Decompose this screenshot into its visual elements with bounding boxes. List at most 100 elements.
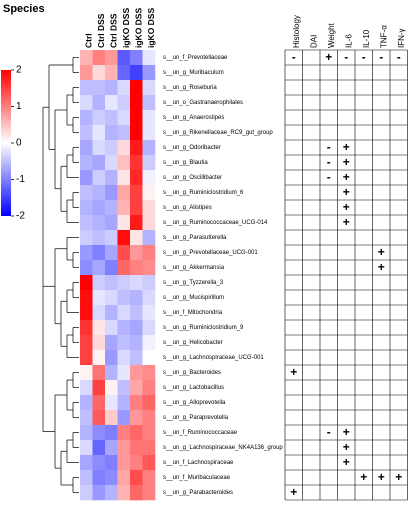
heatmap-cell [80, 140, 93, 156]
heatmap-cell [117, 230, 131, 246]
row-label: s__un_g_Akkermansia [163, 265, 225, 271]
heatmap-cell [117, 155, 131, 171]
heatmap-cell [117, 260, 131, 276]
table-cell: + [395, 470, 402, 484]
heatmap-cell [92, 365, 106, 381]
heatmap-cell [92, 185, 106, 201]
heatmap-cell [80, 410, 93, 426]
heatmap-cell [92, 455, 106, 471]
heatmap-cell [130, 170, 143, 186]
heatmap-cell [117, 80, 131, 96]
heatmap-cell [92, 335, 106, 351]
heatmap-cell [142, 95, 156, 111]
heatmap-cell [117, 275, 131, 291]
heatmap-cell [105, 185, 118, 201]
heatmap-cell [117, 305, 131, 321]
heatmap-cell [105, 470, 118, 486]
heatmap-cell [80, 455, 93, 471]
heatmap-cell [80, 335, 93, 351]
table-cell: - [327, 170, 331, 184]
chart-title: Species [3, 3, 45, 15]
table-cell: - [362, 50, 366, 64]
heatmap-cell [105, 200, 118, 216]
column-label: igKO DSS [146, 8, 156, 48]
heatmap-cell [117, 485, 131, 501]
heatmap-cell [80, 125, 93, 141]
colorbar-tick-label: 2 [16, 65, 22, 76]
heatmap-cell [92, 110, 106, 126]
row-label: s__un_g_Alloprevotella [163, 400, 226, 406]
heatmap-cell [80, 80, 93, 96]
row-label: s__un_g_Parasutterella [163, 235, 227, 241]
heatmap-cell [117, 65, 131, 81]
heatmap-cell [80, 200, 93, 216]
heatmap-cell [117, 455, 131, 471]
heatmap-cell [80, 185, 93, 201]
table-cell: + [343, 170, 350, 184]
heatmap-cell [105, 440, 118, 456]
row-label: s__un_g_Lactobacillus [163, 385, 224, 391]
heatmap-cell [117, 110, 131, 126]
table-cell: + [378, 470, 385, 484]
heatmap-cell [80, 230, 93, 246]
heatmap-cell [117, 170, 131, 186]
heatmap-cell [105, 110, 118, 126]
heatmap-cell [92, 320, 106, 336]
heatmap-cell [117, 470, 131, 486]
table-cell: - [397, 50, 401, 64]
heatmap-cell [130, 350, 143, 366]
heatmap-cell [92, 380, 106, 396]
heatmap-cell [130, 95, 143, 111]
row-label: s__un_g_Mucispirillum [163, 295, 224, 301]
table-header: IL-10 [362, 29, 371, 48]
heatmap-cell [80, 95, 93, 111]
heatmap-cell [142, 305, 156, 321]
heatmap-cell [142, 50, 156, 66]
heatmap-cell [80, 110, 93, 126]
table-cell: - [344, 50, 348, 64]
heatmap-cell [130, 230, 143, 246]
heatmap-cell [142, 200, 156, 216]
table-cell: + [343, 155, 350, 169]
heatmap-cell [105, 320, 118, 336]
heatmap-cell [105, 260, 118, 276]
row-label: s__un_g_Lachnospiraceae_NK4A136_group [163, 445, 283, 451]
heatmap-cell [105, 65, 118, 81]
table-header: Weight [327, 22, 336, 48]
heatmap-cell [117, 125, 131, 141]
heatmap-cell [80, 155, 93, 171]
heatmap-cell [92, 50, 106, 66]
table-header: IFN-γ [397, 28, 406, 48]
heatmap-cell [130, 365, 143, 381]
heatmap-cell [142, 125, 156, 141]
heatmap-cell [142, 320, 156, 336]
heatmap-cell [80, 305, 93, 321]
heatmap-cell [130, 320, 143, 336]
table-cell: + [290, 485, 297, 499]
heatmap-cell [117, 425, 131, 441]
heatmap-cell [105, 230, 118, 246]
heatmap-cell [117, 95, 131, 111]
table-cell: + [325, 50, 332, 64]
heatmap-cell [142, 110, 156, 126]
heatmap-cell [130, 335, 143, 351]
heatmap-cell [142, 170, 156, 186]
row-label: s__un_o_Gastranaerophilales [163, 100, 243, 106]
heatmap-cell [80, 395, 93, 411]
heatmap-cell [105, 80, 118, 96]
row-label: s__un_g_Paraprevotella [163, 415, 229, 421]
heatmap-cell [92, 230, 106, 246]
heatmap-cell [142, 80, 156, 96]
row-label: s__un_f_Ruminococcaceae [163, 430, 238, 436]
heatmap-cell [92, 200, 106, 216]
heatmap-cell [92, 440, 106, 456]
heatmap-cell [105, 275, 118, 291]
heatmap-cell [130, 425, 143, 441]
heatmap-cell [117, 185, 131, 201]
heatmap-cell [142, 290, 156, 306]
heatmap-cell [117, 410, 131, 426]
heatmap-cell [92, 425, 106, 441]
heatmap-cell [105, 140, 118, 156]
heatmap-cell [105, 350, 118, 366]
